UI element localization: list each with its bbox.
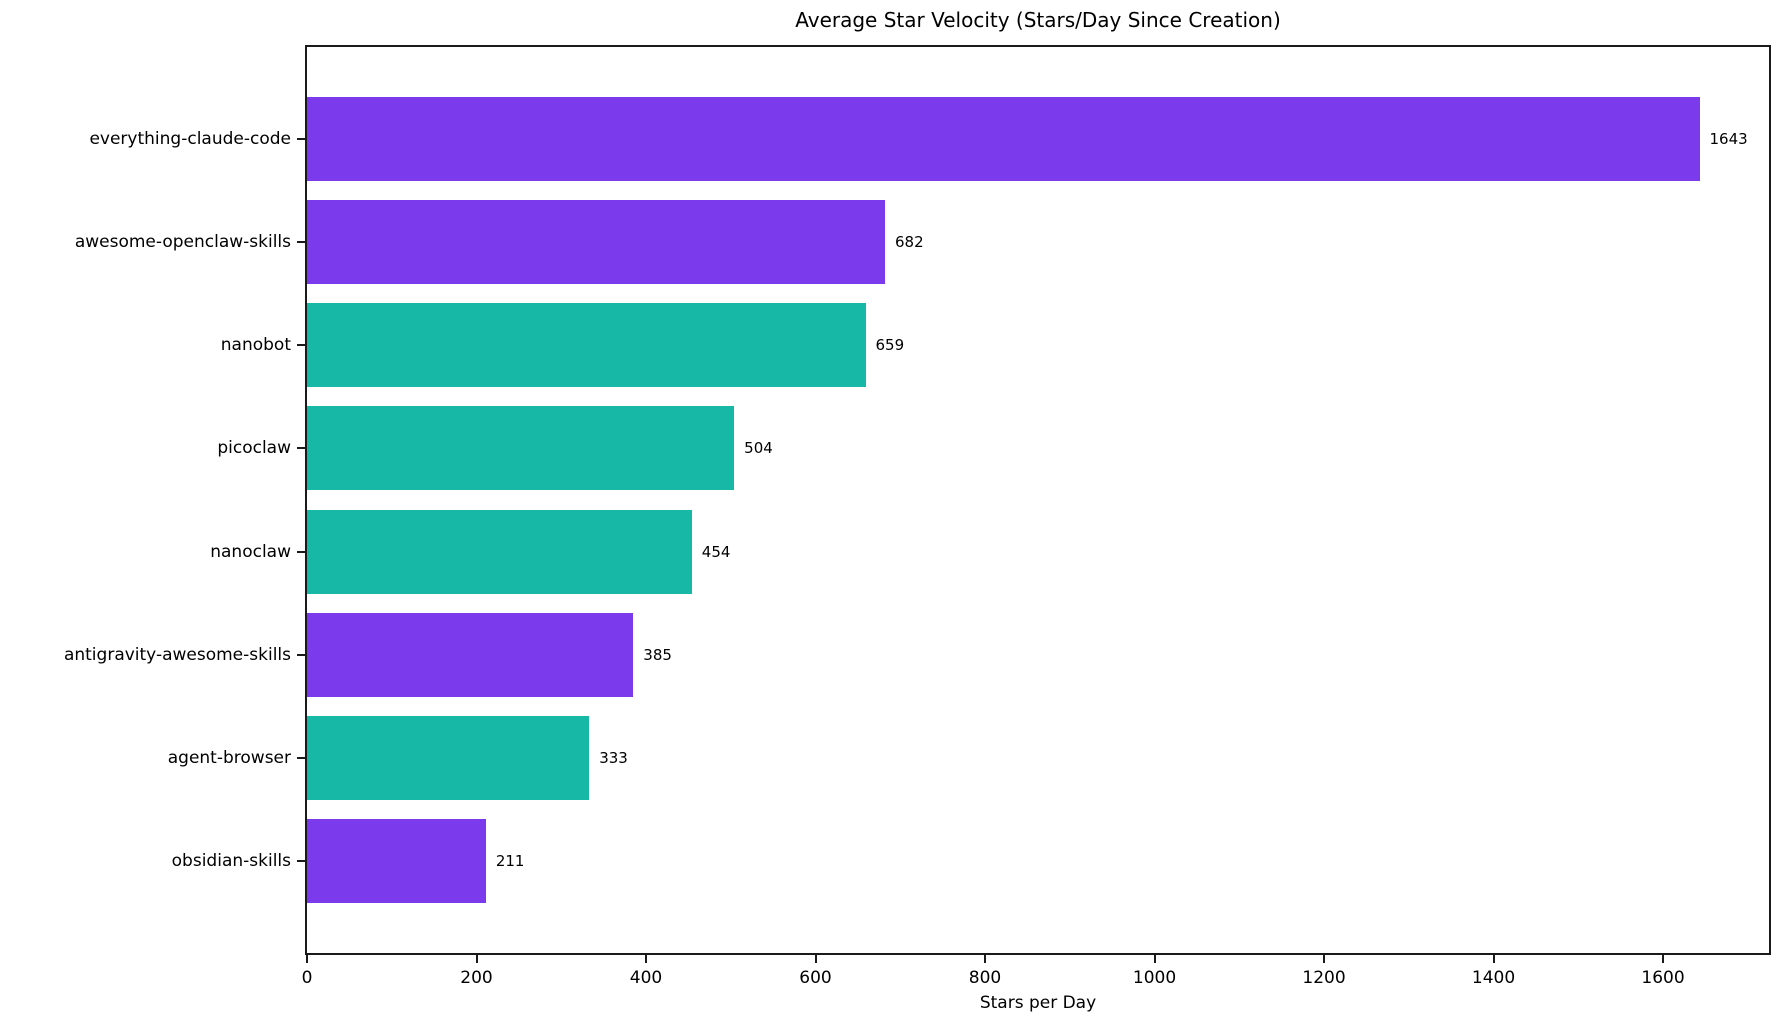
x-axis: 0 200 400 600 800 1000 1200 1400 1600	[302, 955, 1769, 1025]
bar-value-label: 333	[599, 749, 628, 768]
x-axis-label: Stars per Day	[979, 993, 1097, 1013]
y-tick-mark	[297, 757, 305, 760]
x-tick-mark	[1153, 955, 1156, 963]
bar	[307, 199, 886, 284]
y-tick-mark	[297, 447, 305, 450]
plot-area: everything-claude-code 1643 awesome-open…	[64, 45, 1771, 955]
bar-row: awesome-openclaw-skills 682	[75, 190, 1769, 293]
bar-value-label: 211	[495, 852, 525, 871]
category-label: picoclaw	[217, 438, 291, 459]
bar-value-label: 1643	[1709, 129, 1748, 148]
x-tick-mark	[1492, 955, 1495, 963]
x-tick-mark	[814, 955, 817, 963]
bar	[307, 612, 634, 697]
category-label: antigravity-awesome-skills	[63, 644, 291, 665]
bar-row: antigravity-awesome-skills 385	[64, 603, 1769, 706]
category-label: nanoclaw	[210, 541, 291, 562]
y-tick-mark	[297, 550, 305, 553]
bar-value-label: 682	[895, 232, 924, 251]
x-tick-label: 800	[968, 968, 1002, 988]
x-tick-mark	[475, 955, 478, 963]
bar	[307, 819, 486, 904]
x-tick-mark	[1662, 955, 1665, 963]
bar-row: picoclaw 504	[217, 397, 1769, 500]
category-label: everything-claude-code	[89, 128, 291, 149]
y-tick-mark	[297, 860, 305, 863]
category-label: awesome-openclaw-skills	[74, 231, 291, 252]
x-tick-label: 200	[460, 968, 493, 988]
bar-value-label: 385	[643, 645, 672, 664]
bar	[307, 406, 735, 491]
x-tick-label: 1200	[1302, 968, 1346, 988]
bar-row: nanoclaw 454	[210, 500, 1769, 603]
bars-area: everything-claude-code 1643 awesome-open…	[64, 47, 1769, 953]
bar	[307, 303, 866, 388]
x-tick-mark	[645, 955, 647, 963]
chart-title: Average Star Velocity (Stars/Day Since C…	[795, 8, 1281, 32]
y-tick-mark	[297, 137, 305, 140]
x-tick-mark	[1323, 955, 1326, 963]
x-tick-mark	[306, 955, 308, 963]
x-tick-label: 1000	[1132, 968, 1177, 988]
bar-value-label: 454	[701, 542, 731, 561]
x-tick-label: 1600	[1641, 968, 1685, 988]
bar-row: everything-claude-code 1643	[89, 87, 1769, 190]
y-tick-mark	[297, 653, 305, 656]
x-tick-label: 1400	[1471, 968, 1516, 988]
bar-row: agent-browser 333	[168, 707, 1769, 810]
bar-row: obsidian-skills 211	[172, 810, 1769, 913]
y-tick-mark	[297, 240, 305, 243]
bar-value-label: 504	[744, 439, 773, 458]
y-tick-mark	[297, 344, 305, 347]
bar	[307, 716, 590, 801]
bar-value-label: 659	[875, 336, 905, 355]
x-tick-label: 600	[799, 968, 832, 988]
x-tick-label: 0	[301, 968, 313, 988]
bar-row: nanobot 659	[221, 294, 1769, 397]
x-tick-label: 400	[629, 968, 663, 988]
category-label: nanobot	[220, 335, 291, 356]
category-label: agent-browser	[167, 748, 291, 769]
category-label: obsidian-skills	[171, 851, 291, 872]
bar	[307, 96, 1700, 181]
x-tick-mark	[984, 955, 987, 963]
bar	[307, 509, 692, 594]
